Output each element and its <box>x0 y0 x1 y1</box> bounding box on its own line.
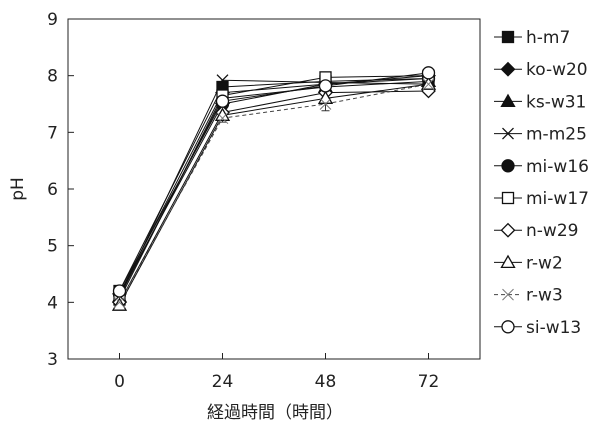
series-line-r-w3 <box>119 83 429 303</box>
legend-marker-mi-w17 <box>501 191 515 205</box>
legend-item-m-m25: m-m25 <box>494 125 587 145</box>
legend-item-r-w2: r-w2 <box>494 253 563 273</box>
legend-item-si-w13: si-w13 <box>494 318 581 338</box>
legend-marker-ko-w20 <box>500 61 516 77</box>
x-tick-label-24: 24 <box>212 372 234 392</box>
x-tick-label-48: 48 <box>315 372 337 392</box>
series-line-mi-w17 <box>119 75 429 300</box>
data-point-r-w2-72 <box>420 76 437 90</box>
legend-label-si-w13: si-w13 <box>526 318 581 338</box>
legend-marker-mi-w16 <box>501 159 515 173</box>
legend-item-mi-w17: mi-w17 <box>494 189 589 209</box>
legend-label-ko-w20: ko-w20 <box>526 60 588 80</box>
data-point-m-m25-24 <box>216 74 229 87</box>
data-point-r-w3-0 <box>113 296 126 309</box>
series-line-r-w2 <box>119 83 429 306</box>
y-tick-label-7: 7 <box>47 123 58 143</box>
data-point-r-w3-48 <box>319 98 332 110</box>
legend: h-m7 ko-w20 ks-w31 m-m25 mi-w16 mi-w17 n-w29 r-… <box>494 28 589 338</box>
series-line-n-w29 <box>119 90 429 303</box>
legend-item-r-w3: r-w3 <box>494 286 563 306</box>
legend-marker-r-w3 <box>502 288 514 301</box>
data-point-r-w3-24 <box>216 112 229 125</box>
series-line-m-m25 <box>119 79 429 297</box>
legend-item-ks-w31: ks-w31 <box>494 92 586 112</box>
legend-item-mi-w16: mi-w16 <box>494 157 589 177</box>
legend-marker-si-w13 <box>501 320 515 334</box>
legend-label-mi-w17: mi-w17 <box>526 189 589 209</box>
legend-label-m-m25: m-m25 <box>526 125 587 145</box>
legend-marker-n-w29 <box>500 222 516 238</box>
series-line-h-m7 <box>119 78 429 292</box>
series-line-si-w13 <box>119 72 429 292</box>
data-point-r-w2-0 <box>111 297 128 311</box>
legend-label-h-m7: h-m7 <box>526 28 570 48</box>
legend-label-ks-w31: ks-w31 <box>526 92 586 112</box>
series-line-ko-w20 <box>119 75 429 295</box>
series-line-mi-w16 <box>119 78 429 295</box>
axes: 3 4 5 6 7 8 9 0 24 48 72 経過時間（時間） pH <box>8 10 481 423</box>
legend-item-n-w29: n-w29 <box>494 221 578 241</box>
legend-item-h-m7: h-m7 <box>494 28 570 48</box>
data-point-si-w13-72 <box>421 66 436 80</box>
legend-marker-r-w2 <box>500 254 516 269</box>
legend-marker-h-m7 <box>501 30 515 44</box>
legend-item-ko-w20: ko-w20 <box>494 60 588 80</box>
legend-marker-m-m25 <box>502 127 514 140</box>
legend-label-r-w2: r-w2 <box>526 253 563 273</box>
x-axis-label: 経過時間（時間） <box>207 403 343 423</box>
y-tick-label-5: 5 <box>47 237 58 257</box>
y-tick-label-9: 9 <box>47 10 58 30</box>
data-point-si-w13-0 <box>112 284 127 298</box>
y-tick-label-4: 4 <box>47 293 58 313</box>
x-tick-label-0: 0 <box>114 372 125 392</box>
y-tick-label-6: 6 <box>47 180 58 200</box>
y-axis-label: pH <box>8 177 28 201</box>
series-line-ks-w31 <box>119 80 429 297</box>
legend-marker-ks-w31 <box>500 93 516 108</box>
plot-frame <box>67 18 481 360</box>
y-tick-label-3: 3 <box>47 350 58 370</box>
legend-label-n-w29: n-w29 <box>526 221 578 241</box>
data-point-si-w13-24 <box>215 94 230 108</box>
legend-label-mi-w16: mi-w16 <box>526 157 589 177</box>
legend-label-r-w3: r-w3 <box>526 286 563 306</box>
plot-area <box>111 66 437 311</box>
x-tick-label-72: 72 <box>418 372 440 392</box>
data-point-si-w13-48 <box>318 79 333 93</box>
data-point-r-w3-72 <box>422 78 435 91</box>
y-tick-label-8: 8 <box>47 67 58 87</box>
